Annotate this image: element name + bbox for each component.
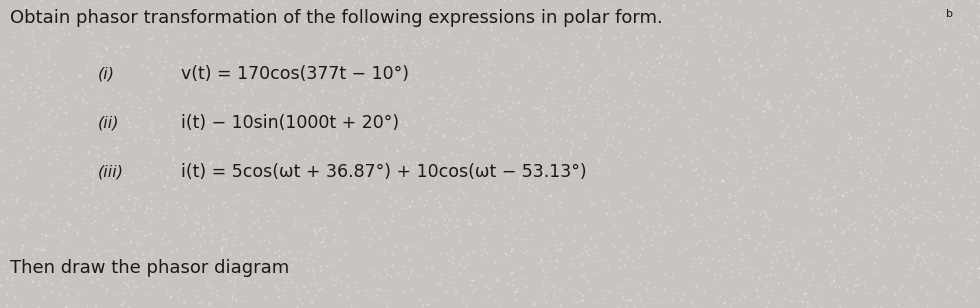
Text: v(t) = 170cos(377t − 10°): v(t) = 170cos(377t − 10°) [181, 65, 410, 83]
Point [676, 131, 692, 136]
Point [882, 39, 898, 44]
Point [943, 0, 958, 1]
Text: i(t) − 10sin(1000t + 20°): i(t) − 10sin(1000t + 20°) [181, 114, 400, 132]
Text: b: b [946, 9, 953, 19]
Point [825, 143, 841, 148]
Point [623, 47, 639, 52]
Text: Obtain phasor transformation of the following expressions in polar form.: Obtain phasor transformation of the foll… [10, 9, 662, 27]
Point [549, 125, 564, 130]
Text: (i): (i) [98, 67, 115, 81]
Text: Then draw the phasor diagram: Then draw the phasor diagram [10, 259, 289, 277]
Text: i(t) = 5cos(ωt + 36.87°) + 10cos(ωt − 53.13°): i(t) = 5cos(ωt + 36.87°) + 10cos(ωt − 53… [181, 164, 587, 181]
Point [547, 27, 563, 32]
Text: (ii): (ii) [98, 116, 120, 131]
Text: (iii): (iii) [98, 165, 124, 180]
